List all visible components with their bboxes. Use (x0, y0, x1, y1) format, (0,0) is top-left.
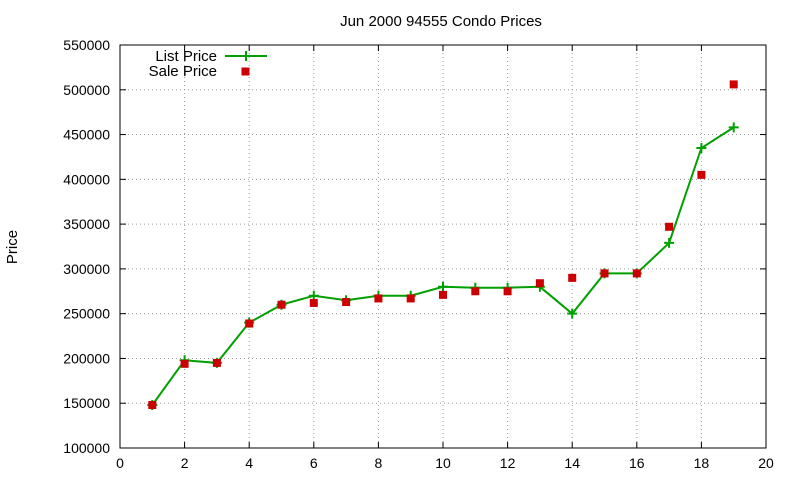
y-tick-label: 150000 (63, 395, 110, 411)
sale-price-point (568, 273, 577, 282)
x-tick-label: 0 (116, 455, 124, 471)
y-tick-label: 250000 (63, 306, 110, 322)
y-axis-tick-labels: 100000 150000 200000 250000 300000 350000 4000… (63, 37, 110, 456)
x-tick-label: 4 (245, 455, 253, 471)
x-tick-label: 14 (564, 455, 580, 471)
sale-price-point (632, 269, 641, 278)
x-axis-tick-labels: 0 2 4 6 8 10 12 14 16 18 20 (116, 455, 774, 471)
sale-price-point (342, 298, 351, 307)
sale-price-point (374, 294, 383, 303)
list-price-point (728, 122, 739, 133)
sale-price-point (439, 290, 447, 299)
list-price-point (696, 142, 707, 153)
axis-ticks (119, 44, 767, 449)
sale-price-point (665, 222, 674, 231)
sale-price-point (503, 287, 512, 296)
legend-marker-list-price (241, 51, 251, 61)
sale-price-point (729, 80, 738, 89)
x-tick-label: 16 (629, 455, 645, 471)
x-tick-label: 20 (758, 455, 774, 471)
x-tick-label: 8 (375, 455, 383, 471)
legend-label-list-price: List Price (155, 48, 217, 65)
y-tick-label: 100000 (63, 440, 110, 456)
y-axis-label: Price (4, 230, 21, 264)
series-sale-price (148, 80, 738, 410)
list-price-point (664, 237, 675, 248)
y-tick-label: 500000 (63, 82, 110, 98)
sale-price-point (245, 319, 254, 328)
sale-price-point (600, 269, 609, 278)
sale-price-point (212, 358, 221, 367)
sale-price-point (148, 401, 157, 410)
list-price-point (567, 308, 578, 319)
sale-price-point (406, 294, 415, 303)
series (147, 80, 739, 411)
chart-title: Jun 2000 94555 Condo Prices (340, 13, 542, 30)
legend-marker-sale-price (241, 67, 250, 76)
sale-price-point (180, 359, 189, 368)
y-tick-label: 300000 (63, 261, 110, 277)
sale-price-point (309, 298, 318, 307)
y-tick-label: 450000 (63, 127, 110, 143)
legend: List Price Sale Price (149, 48, 267, 80)
x-tick-label: 12 (500, 455, 516, 471)
y-tick-label: 350000 (63, 216, 110, 232)
sale-price-point (697, 170, 706, 179)
legend-label-sale-price: Sale Price (149, 63, 217, 80)
sale-price-point (277, 300, 286, 309)
sale-price-point (471, 287, 480, 296)
x-tick-label: 18 (694, 455, 710, 471)
x-tick-label: 6 (310, 455, 318, 471)
x-tick-label: 10 (435, 455, 451, 471)
list-price-point (438, 281, 448, 292)
y-tick-label: 400000 (63, 171, 110, 187)
y-tick-label: 550000 (63, 37, 110, 53)
y-tick-label: 200000 (63, 350, 110, 366)
x-tick-label: 2 (181, 455, 189, 471)
sale-price-point (535, 279, 544, 288)
